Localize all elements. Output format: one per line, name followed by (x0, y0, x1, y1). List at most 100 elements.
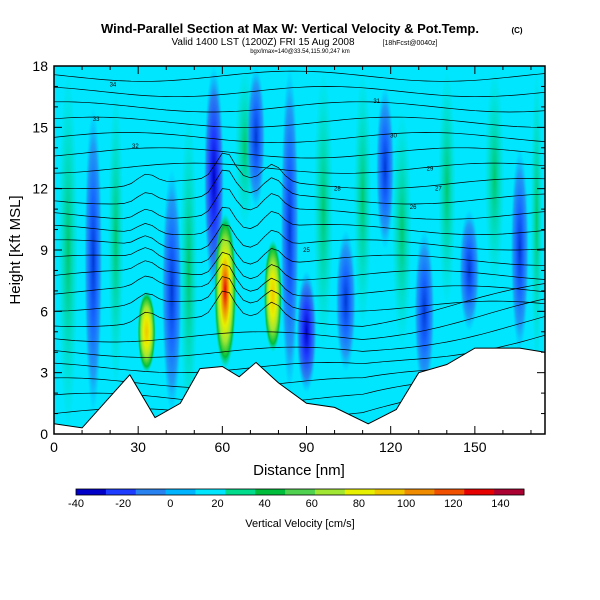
velocity-band (459, 209, 480, 332)
colorbar-tick-label: 0 (167, 498, 173, 510)
colorbar-swatch (404, 489, 435, 495)
velocity-band (437, 66, 456, 312)
x-tick-label: 150 (463, 439, 487, 455)
y-tick-label: 15 (32, 119, 48, 135)
colorbar-swatch (255, 489, 286, 495)
theta-contour-line (54, 263, 545, 297)
x-tick-label: 90 (299, 439, 315, 455)
copyright-mark: (C) (511, 26, 522, 35)
theta-contour-line (54, 116, 545, 128)
x-tick-label: 120 (379, 439, 403, 455)
velocity-band (484, 66, 505, 291)
y-tick-label: 18 (32, 58, 48, 74)
theta-contour-line (54, 206, 545, 236)
y-tick-label: 6 (40, 303, 48, 319)
theta-contour-label: 29 (427, 166, 434, 172)
colorbar-tick-label: -20 (115, 498, 131, 510)
theta-contour-label: 31 (373, 99, 380, 105)
colorbar-tick-label: 100 (397, 498, 415, 510)
velocity-band (530, 66, 543, 373)
chart-title: Wind-Parallel Section at Max W: Vertical… (101, 21, 479, 36)
colorbar-label: Vertical Velocity [cm/s] (245, 518, 354, 530)
theta-contour-line (54, 169, 545, 205)
updraft-core (137, 290, 156, 373)
theta-contour-label: 30 (390, 134, 397, 140)
velocity-band (335, 229, 356, 373)
y-tick-label: 0 (40, 426, 48, 442)
theta-contour-line (54, 132, 545, 144)
plot-area: 34 33 32 31 30 29 28 27 26 25 (54, 66, 545, 434)
theta-contour-line (54, 239, 545, 266)
colorbar-frame (75, 488, 525, 496)
x-axis-label: Distance [nm] (253, 462, 345, 479)
chart-subtitle: Valid 1400 LST (1200Z) FRI 15 Aug 2008 (171, 37, 355, 48)
theta-contour-label: 26 (410, 205, 417, 211)
theta-contour-line (54, 298, 545, 343)
theta-contour-label: 25 (303, 248, 310, 254)
y-axis-label: Height [Kft MSL] (7, 195, 24, 304)
theta-contour-line (54, 86, 545, 98)
colorbar-tick-label: -40 (68, 498, 84, 510)
colorbar-swatch (165, 489, 196, 495)
velocity-band (313, 66, 334, 353)
chart-subtitle-tag: [18hFcst@0040z] (383, 40, 438, 47)
velocity-band (58, 66, 79, 434)
theta-contour-line (54, 147, 545, 159)
velocity-band (161, 168, 182, 414)
colorbar-tick-label: 40 (259, 498, 271, 510)
colorbar: -40 -20 0 20 40 60 80 100 120 140 (68, 488, 525, 510)
colorbar-swatch (195, 489, 226, 495)
theta-contour-line (54, 276, 545, 312)
chart-subsubtitle: bgx/lmax=140@33.54,115.90,247 km (250, 49, 350, 55)
theta-contour-line (54, 152, 545, 190)
theta-contour-line (54, 188, 545, 220)
colorbar-tick-label: 60 (306, 498, 318, 510)
colorbar-swatch (105, 489, 137, 495)
velocity-band (107, 86, 124, 394)
colorbar-swatch (464, 489, 495, 495)
colorbar-swatch (344, 489, 376, 495)
velocity-band (247, 66, 266, 210)
x-tick-label: 30 (130, 439, 146, 455)
theta-contour-line (54, 70, 545, 82)
updraft-core (263, 239, 282, 353)
colorbar-swatch (374, 489, 406, 495)
velocity-band (179, 106, 198, 434)
velocity-band (353, 66, 372, 332)
colorbar-tick-label: 120 (444, 498, 462, 510)
downdraft-core (296, 270, 317, 394)
colorbar-tick-label: 140 (491, 498, 509, 510)
colorbar-swatch (225, 489, 256, 495)
updraft-core (214, 213, 237, 369)
theta-contour-line (54, 162, 545, 174)
colorbar-swatch (76, 489, 107, 495)
theta-contour-label: 34 (110, 82, 117, 88)
velocity-band (376, 86, 395, 250)
velocity-band (280, 66, 299, 394)
theta-contour-line (54, 316, 545, 358)
theta-contour-label: 27 (435, 187, 442, 193)
y-tick-label: 9 (40, 242, 48, 258)
theta-contour-label: 33 (93, 117, 100, 123)
velocity-band (84, 106, 103, 414)
theta-contour-label: 28 (334, 187, 341, 193)
theta-contour-line (54, 101, 545, 113)
theta-contour-line (54, 224, 545, 251)
terrain-mask (54, 347, 545, 434)
colorbar-swatch (285, 489, 316, 495)
y-tick-label: 3 (40, 365, 48, 381)
colorbar-swatch (135, 489, 167, 495)
theta-contour-label: 32 (132, 144, 139, 150)
colorbar-swatch (434, 489, 465, 495)
colorbar-tick-label: 80 (353, 498, 365, 510)
theta-contour-line (54, 334, 545, 374)
x-tick-label: 0 (50, 439, 58, 455)
axes: 0 30 60 90 120 150 0 3 6 9 12 15 18 (32, 58, 545, 455)
theta-contour-line (54, 251, 545, 281)
colorbar-tick-label: 20 (211, 498, 223, 510)
y-tick-label: 12 (32, 181, 48, 197)
x-tick-label: 60 (215, 439, 231, 455)
colorbar-swatch (494, 489, 525, 495)
colorbar-swatch (314, 489, 346, 495)
